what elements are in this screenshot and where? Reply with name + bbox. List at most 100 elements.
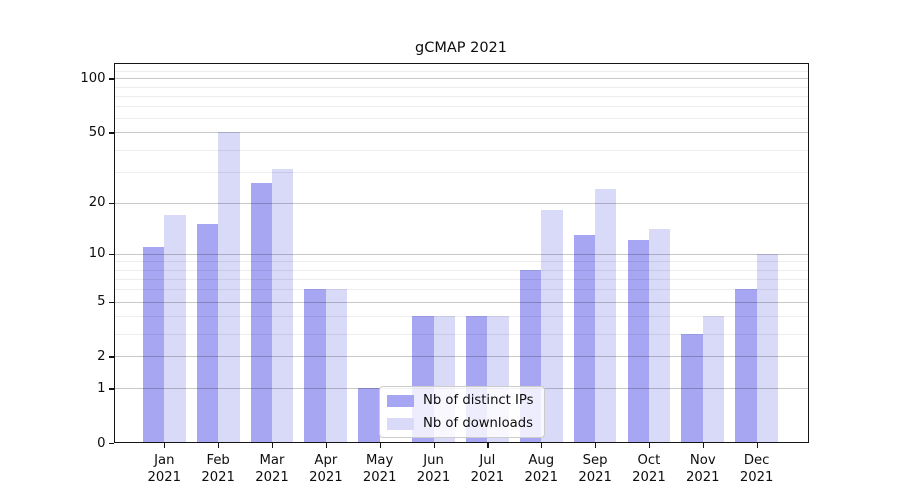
x-tick-label-year: 2021 — [524, 469, 559, 485]
x-tick-sep — [595, 443, 597, 449]
x-tick-label-year: 2021 — [309, 469, 343, 485]
gridline-minor-40 — [113, 149, 809, 151]
bar-downloads-dec — [756, 253, 779, 444]
bar-ips-may — [358, 388, 380, 444]
gridline-major-20 — [113, 202, 809, 204]
x-tick-may — [379, 443, 381, 449]
legend-label-ips: Nb of distinct IPs — [423, 393, 534, 408]
x-tick-label-year: 2021 — [470, 469, 505, 485]
x-tick-label-jul: Jul 2021 — [455, 453, 519, 486]
x-tick-label-year: 2021 — [147, 469, 182, 485]
x-tick-label-month: Jan — [154, 453, 175, 469]
x-tick-label-month: Jul — [479, 453, 496, 469]
y-tick-label-5: 5 — [97, 294, 106, 310]
legend-label-downloads: Nb of downloads — [423, 416, 533, 431]
gridline-minor-6 — [113, 289, 809, 291]
x-tick-jul — [487, 443, 489, 449]
gridline-minor-8 — [113, 269, 809, 271]
x-tick-oct — [648, 443, 651, 449]
y-tick-50 — [108, 132, 114, 134]
x-tick-dec — [756, 443, 758, 449]
gridline-minor-70 — [113, 106, 809, 108]
x-tick-label-month: Nov — [689, 453, 716, 469]
y-tick-20 — [108, 202, 114, 204]
gridline-major-5 — [113, 301, 809, 303]
chart-title: gCMAP 2021 — [414, 40, 507, 56]
bar-downloads-mar — [272, 169, 294, 444]
gridline-minor-4 — [113, 316, 809, 318]
gridline-minor-80 — [113, 95, 809, 97]
x-tick-label-month: Apr — [314, 453, 338, 469]
x-tick-label-may: May 2021 — [348, 453, 412, 486]
gridline-minor-30 — [113, 171, 809, 173]
x-tick-label-oct: Oct 2021 — [617, 453, 681, 486]
bar-downloads-nov — [702, 316, 725, 444]
x-tick-label-year: 2021 — [578, 469, 612, 485]
x-tick-label-month: Feb — [206, 453, 230, 469]
legend-item-ips: Nb of distinct IPs — [387, 391, 537, 410]
y-tick-label-10: 10 — [88, 246, 106, 262]
x-tick-apr — [325, 443, 328, 449]
legend-item-downloads: Nb of downloads — [387, 414, 537, 433]
bar-ips-mar — [250, 182, 272, 444]
bar-downloads-sep — [595, 188, 617, 444]
y-tick-5 — [108, 301, 114, 303]
x-tick-feb — [218, 443, 220, 449]
x-tick-label-aug: Aug 2021 — [509, 453, 573, 486]
x-tick-label-jan: Jan 2021 — [132, 453, 196, 486]
bar-downloads-jan — [164, 214, 186, 444]
gridline-minor-90 — [113, 86, 809, 88]
x-tick-mar — [272, 443, 274, 449]
gridline-major-2 — [113, 356, 809, 358]
x-tick-label-feb: Feb 2021 — [186, 453, 250, 486]
x-tick-label-month: Dec — [743, 453, 770, 469]
gridline-major-100 — [113, 78, 809, 80]
gridline-major-50 — [113, 132, 809, 134]
x-tick-label-year: 2021 — [255, 469, 289, 485]
x-tick-label-month: Oct — [637, 453, 661, 469]
x-tick-label-year: 2021 — [686, 469, 720, 485]
x-tick-label-year: 2021 — [632, 469, 666, 485]
x-tick-aug — [541, 443, 543, 449]
x-tick-jun — [433, 443, 435, 449]
legend-swatch-ips — [387, 394, 414, 407]
gridline-minor-110 — [113, 70, 809, 72]
bar-downloads-oct — [648, 229, 671, 444]
bar-ips-jan — [142, 246, 165, 444]
y-tick-100 — [108, 78, 114, 80]
x-tick-label-month: Mar — [259, 453, 285, 469]
x-tick-label-jun: Jun 2021 — [402, 453, 466, 486]
y-tick-label-20: 20 — [88, 195, 106, 211]
bar-ips-oct — [627, 240, 649, 444]
y-tick-label-100: 100 — [80, 70, 106, 86]
x-tick-label-year: 2021 — [362, 469, 397, 485]
gridline-minor-9 — [113, 261, 809, 263]
gridline-minor-60 — [113, 118, 809, 120]
bar-ips-nov — [681, 333, 703, 444]
gridline-minor-3 — [113, 333, 809, 335]
bar-ips-feb — [196, 224, 219, 444]
legend: Nb of distinct IPs Nb of downloads — [379, 386, 545, 438]
x-tick-label-year: 2021 — [201, 469, 235, 485]
gridline-major-10 — [113, 253, 809, 255]
x-tick-nov — [702, 443, 704, 449]
y-tick-0 — [108, 443, 114, 445]
x-tick-label-dec: Dec 2021 — [725, 453, 789, 486]
bar-downloads-feb — [218, 132, 240, 444]
bar-ips-sep — [573, 234, 596, 444]
x-tick-label-mar: Mar 2021 — [240, 453, 304, 486]
y-tick-label-50: 50 — [88, 124, 106, 140]
y-tick-label-2: 2 — [97, 348, 106, 364]
x-tick-label-month: May — [366, 453, 394, 469]
x-tick-label-nov: Nov 2021 — [671, 453, 735, 486]
y-tick-2 — [108, 356, 114, 358]
y-tick-label-1: 1 — [97, 380, 106, 396]
bar-downloads-apr — [325, 289, 348, 444]
x-tick-label-year: 2021 — [739, 469, 774, 485]
bar-ips-apr — [304, 289, 326, 444]
x-tick-label-apr: Apr 2021 — [294, 453, 358, 486]
y-tick-10 — [108, 253, 114, 255]
y-tick-label-0: 0 — [97, 435, 106, 451]
x-tick-label-year: 2021 — [416, 469, 451, 485]
x-tick-label-sep: Sep 2021 — [563, 453, 627, 486]
